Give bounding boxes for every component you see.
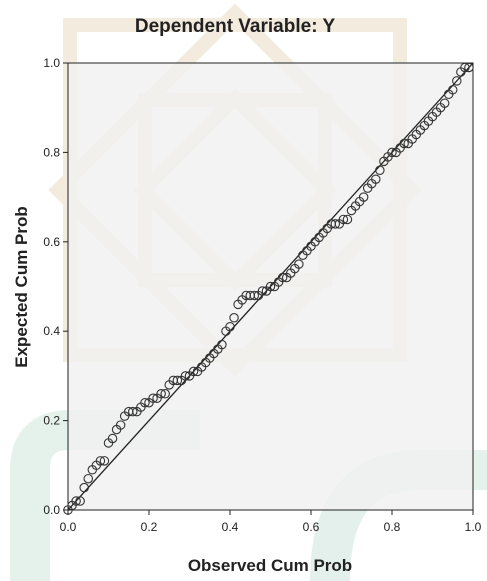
data-point	[172, 375, 183, 386]
y-axis-label: Expected Cum Prob	[12, 206, 31, 368]
data-point	[71, 496, 81, 506]
x-axis-label: Observed Cum Prob	[188, 556, 352, 575]
x-axis: 0.0 0.2 0.4 0.6 0.8 1.0	[60, 510, 482, 534]
data-point	[257, 286, 268, 296]
x-tick-label: 0.0	[60, 520, 77, 534]
y-tick-label: 0.4	[43, 324, 60, 338]
data-point	[148, 393, 158, 403]
y-tick-label: 0.6	[43, 235, 60, 249]
data-point	[180, 371, 191, 381]
x-tick-label: 0.6	[303, 520, 320, 534]
data-point	[447, 85, 458, 95]
x-tick-label: 0.2	[141, 520, 158, 534]
data-point	[160, 389, 170, 399]
data-point	[387, 147, 397, 158]
data-point	[358, 192, 369, 202]
data-point	[460, 62, 470, 73]
data-point	[95, 456, 106, 466]
x-tick-label: 0.8	[384, 520, 401, 534]
data-point	[371, 174, 381, 184]
y-tick-label: 0.2	[43, 414, 60, 428]
y-tick-label: 0.0	[43, 503, 60, 517]
x-tick-label: 0.4	[222, 520, 239, 534]
data-point	[330, 219, 341, 229]
data-point	[229, 313, 239, 323]
data-point	[464, 62, 474, 73]
data-point	[399, 138, 409, 149]
data-point	[249, 290, 260, 301]
data-point	[277, 272, 288, 283]
data-point	[99, 456, 110, 466]
data-points	[63, 62, 474, 515]
data-point	[115, 420, 126, 430]
data-point	[452, 76, 462, 86]
data-point	[439, 98, 450, 108]
y-tick-label: 0.8	[43, 145, 60, 159]
data-point	[294, 259, 304, 269]
data-point	[156, 389, 166, 399]
data-point	[217, 339, 227, 350]
data-point	[79, 482, 89, 493]
data-point	[225, 321, 235, 332]
x-tick-label: 1.0	[465, 520, 482, 534]
data-point	[375, 165, 385, 176]
data-point	[338, 214, 349, 225]
data-point	[107, 433, 118, 444]
data-point	[140, 397, 150, 408]
data-point	[75, 496, 85, 506]
data-point	[83, 473, 94, 484]
data-point	[128, 406, 138, 417]
chart-title: Dependent Variable: Y	[135, 16, 336, 37]
data-point	[342, 214, 353, 225]
y-tick-label: 1.0	[43, 56, 60, 70]
y-axis: 0.0 0.2 0.4 0.6 0.8 1.0	[43, 56, 68, 517]
data-point	[265, 281, 276, 292]
data-point	[188, 366, 199, 377]
